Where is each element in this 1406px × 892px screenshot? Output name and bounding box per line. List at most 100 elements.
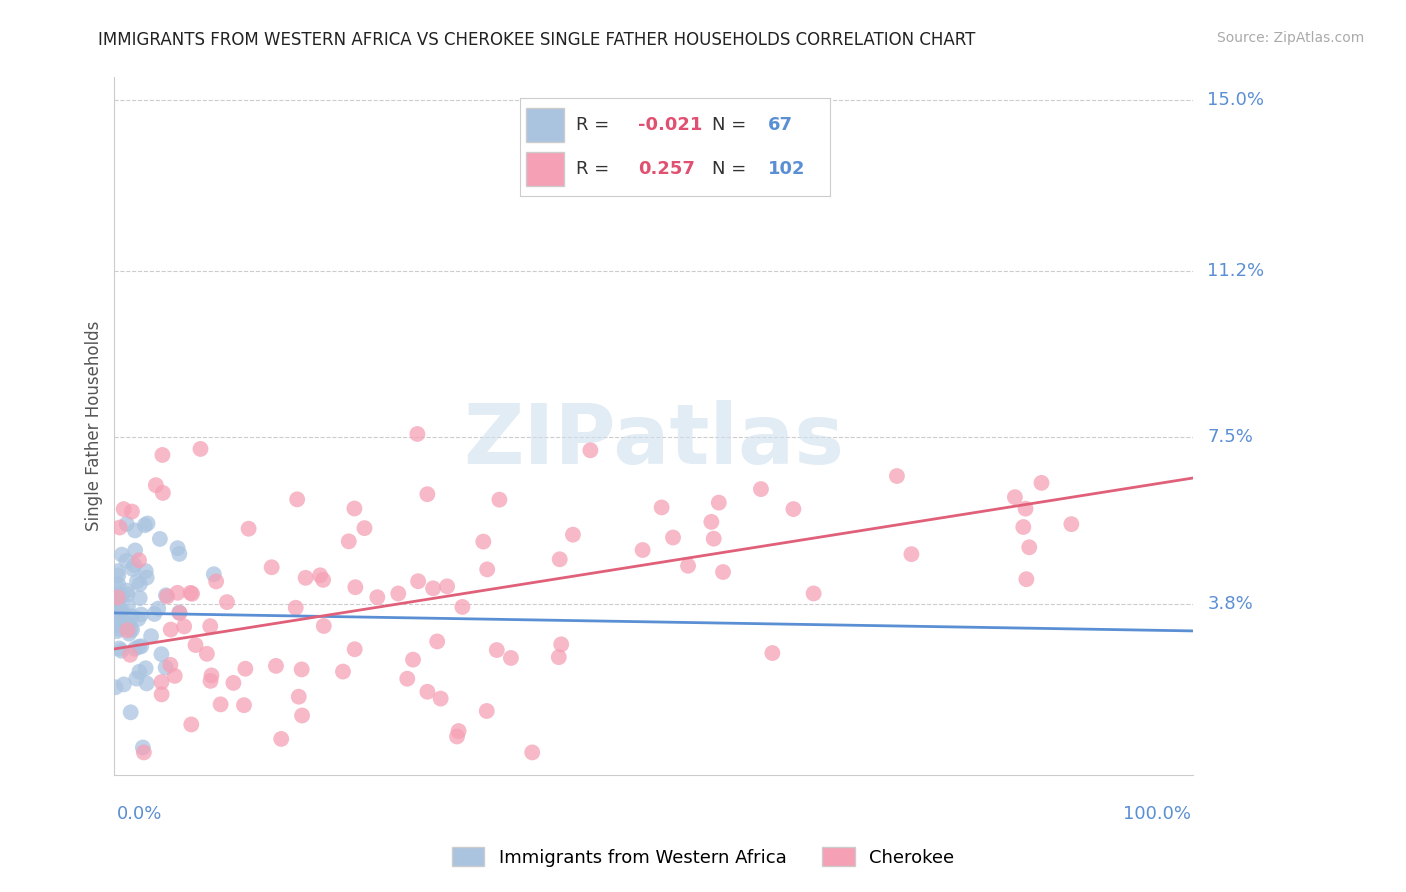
Text: 7.5%: 7.5%	[1208, 428, 1253, 446]
Point	[125, 672, 148, 686]
Point	[416, 685, 439, 699]
Point	[700, 515, 723, 529]
Point	[337, 534, 360, 549]
Point	[579, 443, 602, 458]
Point	[396, 672, 419, 686]
Point	[332, 665, 354, 679]
Point	[111, 548, 134, 562]
Point	[150, 687, 173, 701]
Legend: Immigrants from Western Africa, Cherokee: Immigrants from Western Africa, Cherokee	[444, 840, 962, 874]
Point	[284, 600, 307, 615]
Point	[152, 486, 174, 500]
Point	[135, 564, 157, 578]
Point	[169, 547, 191, 561]
Point	[782, 502, 804, 516]
Point	[548, 552, 571, 566]
Point	[166, 541, 188, 556]
Point	[343, 501, 366, 516]
Point	[451, 599, 474, 614]
Point	[205, 574, 228, 589]
Point	[124, 641, 146, 656]
Point	[107, 568, 129, 582]
Point	[1014, 501, 1036, 516]
Text: N =: N =	[711, 160, 752, 178]
Point	[312, 619, 335, 633]
Point	[107, 591, 129, 605]
Point	[222, 676, 245, 690]
Point	[485, 643, 508, 657]
Text: N =: N =	[711, 116, 752, 134]
Point	[124, 558, 146, 573]
Point	[264, 659, 287, 673]
Point	[522, 746, 544, 760]
Point	[761, 646, 783, 660]
Point	[561, 527, 583, 541]
Point	[155, 660, 177, 674]
Point	[631, 543, 654, 558]
Point	[104, 680, 127, 694]
Point	[651, 500, 673, 515]
Bar	[526, 108, 564, 142]
Text: ZIPatlas: ZIPatlas	[464, 400, 845, 481]
Point	[477, 562, 499, 576]
Text: -0.021: -0.021	[638, 116, 702, 134]
Point	[406, 427, 429, 442]
Point	[115, 516, 138, 531]
Point	[105, 596, 128, 610]
Point	[163, 669, 186, 683]
Point	[343, 642, 366, 657]
Point	[108, 520, 131, 534]
Point	[180, 717, 202, 731]
Point	[662, 531, 685, 545]
Point	[127, 612, 149, 626]
Point	[488, 492, 510, 507]
Point	[150, 647, 173, 661]
Point	[287, 690, 309, 704]
Point	[233, 698, 256, 713]
Point	[344, 580, 367, 594]
Point	[143, 607, 166, 621]
Point	[108, 593, 131, 607]
Point	[676, 558, 699, 573]
Text: IMMIGRANTS FROM WESTERN AFRICA VS CHEROKEE SINGLE FATHER HOUSEHOLDS CORRELATION : IMMIGRANTS FROM WESTERN AFRICA VS CHEROK…	[98, 31, 976, 49]
Point	[125, 574, 148, 589]
Point	[135, 676, 157, 690]
Point	[1060, 517, 1083, 532]
Point	[132, 746, 155, 760]
Point	[107, 618, 129, 632]
Point	[128, 577, 150, 591]
Point	[416, 487, 439, 501]
Point	[235, 662, 257, 676]
Point	[1004, 490, 1026, 504]
Point	[107, 622, 129, 636]
Point	[129, 607, 152, 622]
Point	[117, 617, 139, 632]
Point	[118, 617, 141, 632]
Point	[200, 619, 222, 633]
Point	[118, 626, 141, 640]
Point	[429, 691, 451, 706]
Text: 67: 67	[768, 116, 793, 134]
Point	[148, 601, 170, 615]
Point	[108, 641, 131, 656]
Point	[111, 588, 134, 602]
Bar	[526, 152, 564, 186]
Point	[145, 478, 167, 492]
Text: Source: ZipAtlas.com: Source: ZipAtlas.com	[1216, 31, 1364, 45]
Point	[128, 591, 150, 605]
Point	[152, 448, 174, 462]
Point	[107, 564, 129, 578]
Point	[134, 518, 156, 533]
Point	[135, 661, 157, 675]
Point	[110, 605, 132, 619]
Point	[117, 624, 139, 638]
Point	[128, 553, 150, 567]
Point	[159, 657, 181, 672]
Point	[238, 522, 260, 536]
Point	[499, 651, 522, 665]
Point	[260, 560, 283, 574]
Point	[209, 698, 232, 712]
Point	[387, 586, 409, 600]
Point	[121, 609, 143, 624]
Point	[107, 577, 129, 591]
